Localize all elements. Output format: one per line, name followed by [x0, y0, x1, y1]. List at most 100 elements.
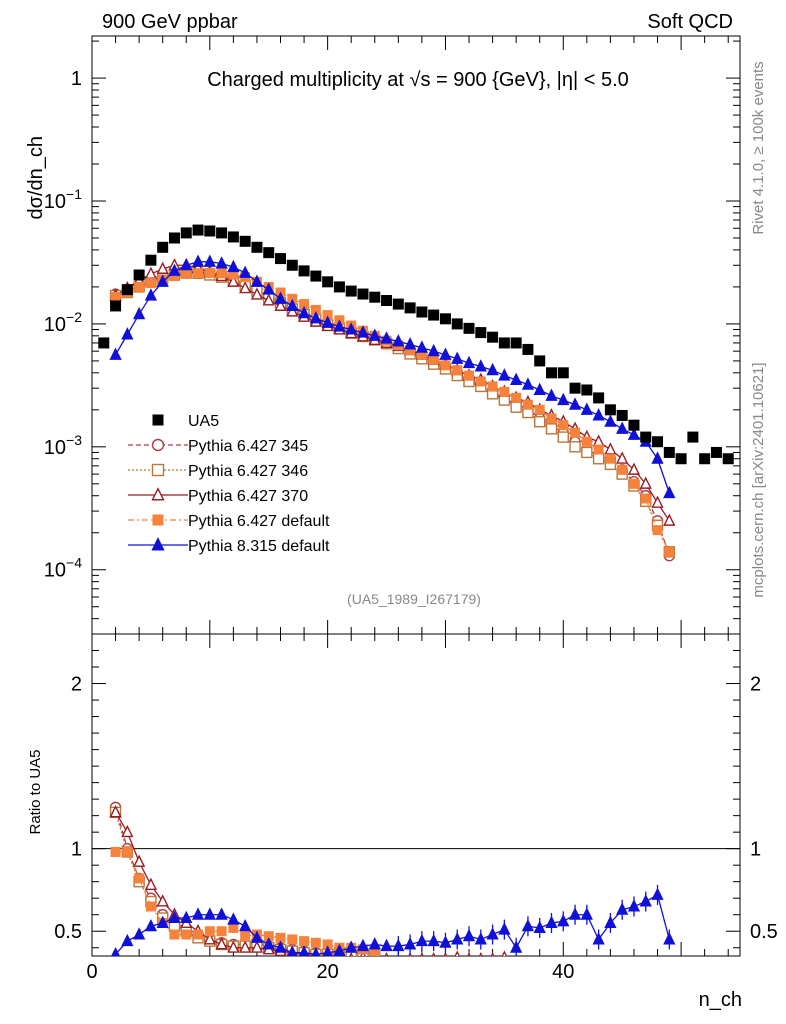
- ua5-point: [286, 259, 298, 271]
- series-point-main: [227, 259, 240, 273]
- ua5-point: [251, 241, 263, 253]
- ua5-point: [239, 235, 251, 247]
- series-point-main: [534, 416, 546, 428]
- series-point-ratio: [168, 910, 181, 924]
- series-point-main: [132, 306, 146, 320]
- series-point-ratio: [498, 922, 511, 935]
- series-point-ratio: [639, 894, 652, 907]
- series-point-ratio: [427, 933, 440, 947]
- series-point-main: [286, 298, 299, 311]
- series-point-main: [568, 397, 582, 410]
- series-point-ratio: [533, 920, 546, 933]
- series-point-main: [427, 343, 440, 357]
- xlabel: n_ch: [699, 989, 742, 1011]
- ratio-ytick-label-right: 1: [750, 839, 761, 861]
- series-point-main: [545, 388, 558, 401]
- series-point-ratio: [380, 938, 393, 952]
- xtick-label: 20: [317, 961, 339, 983]
- series-point-main: [604, 414, 617, 427]
- ua5-point: [534, 355, 546, 367]
- series-point-ratio: [122, 846, 133, 857]
- series-point-ratio: [110, 846, 121, 857]
- legend-marker: [151, 463, 165, 477]
- legend-marker: [151, 487, 165, 501]
- legend-marker: [151, 438, 165, 452]
- series-point-main: [121, 327, 134, 340]
- ua5-point: [616, 409, 628, 421]
- series-point-main: [498, 368, 511, 381]
- legend-marker: [152, 514, 164, 526]
- series-point-ratio: [239, 918, 252, 932]
- series-line-main: [115, 261, 670, 494]
- series-point-ratio: [299, 936, 310, 947]
- ua5-point: [451, 318, 463, 330]
- xtick-label: 40: [552, 961, 574, 983]
- series-point-ratio: [580, 907, 593, 920]
- series-point-ratio: [311, 947, 321, 956]
- series-point-ratio: [215, 937, 228, 950]
- series-point-main: [228, 269, 239, 280]
- main-ytick-label: 10−2: [44, 309, 82, 336]
- series-point-main: [546, 413, 557, 424]
- series-point-ratio: [111, 947, 121, 956]
- ua5-point: [557, 367, 569, 379]
- series-point-ratio: [467, 951, 472, 956]
- series-point-ratio: [250, 940, 264, 953]
- series-point-main: [522, 399, 533, 410]
- ua5-point: [204, 225, 216, 237]
- series-point-ratio: [310, 937, 321, 948]
- series-point-main: [204, 267, 215, 278]
- series-point-main: [581, 446, 593, 459]
- ua5-point: [640, 431, 652, 443]
- series-point-main: [216, 268, 227, 279]
- ua5-point: [227, 231, 239, 243]
- ua5-point: [498, 337, 510, 349]
- plot-title: Charged multiplicity at √s = 900 {GeV}, …: [207, 69, 629, 91]
- series-point-ratio: [227, 940, 240, 953]
- series-point-main: [193, 268, 204, 279]
- series-point-main: [415, 340, 429, 353]
- series-point-main: [592, 453, 605, 465]
- main-ytick-label: 1: [71, 68, 82, 90]
- series-point-main: [274, 291, 287, 304]
- series-point-main: [403, 337, 417, 350]
- series-point-main: [604, 442, 617, 455]
- series-point-main: [309, 311, 322, 324]
- ua5-point: [439, 313, 451, 325]
- series-point-ratio: [333, 943, 346, 956]
- series-point-main: [651, 495, 664, 508]
- series-point-ratio: [356, 938, 370, 952]
- series-point-ratio: [262, 937, 275, 950]
- main-ytick-label: 10−1: [44, 186, 82, 213]
- series-point-main: [510, 372, 523, 385]
- ua5-point: [604, 404, 616, 416]
- ratio-ylabel: Ratio to UA5: [27, 749, 44, 834]
- series-point-main: [451, 351, 464, 364]
- series-point-main: [651, 451, 664, 464]
- series-point-main: [521, 377, 535, 390]
- series-point-ratio: [250, 930, 264, 943]
- series-point-ratio: [369, 946, 380, 956]
- series-point-ratio: [616, 902, 629, 915]
- ua5-point: [322, 276, 334, 288]
- series-point-ratio: [392, 938, 405, 952]
- series-line-ratio: [115, 812, 321, 956]
- series-point-main: [145, 278, 156, 289]
- series-point-ratio: [397, 953, 400, 956]
- series-point-ratio: [368, 937, 381, 950]
- ua5-point: [381, 295, 393, 307]
- series-point-ratio: [568, 907, 582, 920]
- ua5-point: [404, 302, 416, 314]
- ua5-point: [675, 453, 687, 465]
- series-point-main: [144, 288, 158, 301]
- series-point-ratio: [462, 928, 476, 942]
- series-point-ratio: [156, 915, 169, 928]
- series-point-ratio: [169, 929, 180, 940]
- series-point-ratio: [345, 940, 358, 953]
- series-point-main: [569, 441, 581, 453]
- series-point-main: [510, 401, 522, 413]
- ua5-point: [110, 300, 122, 312]
- series-point-ratio: [203, 932, 216, 945]
- series-point-ratio: [545, 915, 558, 928]
- series-point-main: [274, 298, 287, 311]
